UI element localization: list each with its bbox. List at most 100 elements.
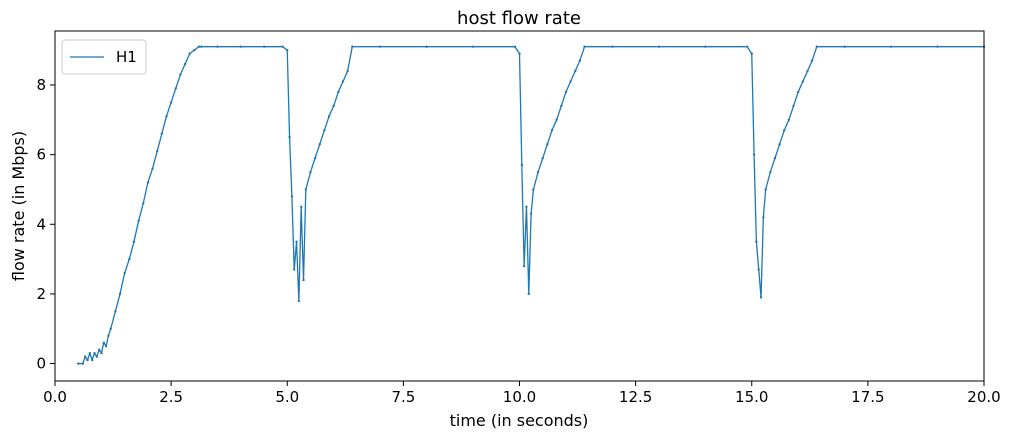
data-point — [97, 348, 101, 351]
data-point — [313, 156, 317, 160]
data-point — [293, 268, 296, 271]
data-point — [425, 45, 428, 48]
data-point — [536, 170, 540, 174]
data-point — [174, 87, 177, 90]
data-point — [179, 73, 182, 76]
data-point — [555, 118, 558, 122]
data-point — [783, 129, 786, 132]
data-point — [77, 362, 80, 365]
y-tick-label: 4 — [36, 215, 46, 233]
data-point — [378, 45, 382, 48]
data-point — [93, 351, 96, 355]
data-point — [889, 45, 893, 48]
data-point — [806, 69, 809, 73]
data-point — [318, 142, 321, 146]
data-point — [104, 344, 108, 348]
data-point — [778, 142, 781, 146]
data-point — [165, 115, 168, 118]
data-point — [155, 149, 159, 153]
y-tick-label: 6 — [36, 146, 46, 164]
data-point — [801, 80, 805, 83]
data-point — [239, 45, 242, 48]
x-tick-label: 10.0 — [503, 388, 536, 406]
data-point — [188, 52, 191, 55]
data-point — [611, 45, 614, 48]
data-point — [583, 45, 586, 48]
data-point — [815, 45, 818, 48]
data-point — [327, 115, 331, 118]
data-point — [142, 202, 145, 205]
plot-area — [54, 30, 986, 382]
data-point — [704, 45, 707, 48]
data-point — [95, 355, 99, 358]
data-point — [529, 212, 533, 216]
chart-title: host flow rate — [457, 8, 581, 29]
y-tick-label: 2 — [36, 285, 46, 303]
data-point — [262, 45, 266, 48]
data-point — [471, 45, 475, 48]
data-point — [151, 167, 154, 170]
data-point — [216, 45, 219, 48]
data-point — [193, 48, 196, 52]
x-tick-label: 2.5 — [159, 388, 183, 406]
data-point — [102, 341, 105, 344]
data-point — [299, 205, 303, 209]
data-point — [118, 292, 122, 296]
data-point — [88, 351, 92, 355]
data-point — [100, 351, 103, 355]
data-point — [564, 90, 568, 94]
data-point — [304, 188, 308, 191]
data-point — [346, 69, 349, 73]
y-axis-label: flow rate (in Mbps) — [9, 131, 28, 281]
x-tick-label: 0.0 — [43, 388, 67, 406]
data-point — [288, 136, 291, 139]
plot-background — [55, 31, 984, 381]
data-point — [114, 310, 117, 313]
x-axis: 0.0 2.5 5.0 7.5 10.0 12.5 15.0 17.5 20.0 — [43, 381, 1001, 406]
x-tick-label: 15.0 — [735, 388, 768, 406]
data-point — [295, 240, 298, 243]
data-point — [757, 268, 760, 271]
data-point — [769, 170, 772, 174]
data-point — [843, 45, 846, 48]
data-point — [90, 358, 94, 362]
x-tick-label: 7.5 — [391, 388, 415, 406]
data-point — [750, 52, 753, 55]
data-point — [578, 59, 582, 62]
data-point — [550, 129, 554, 132]
data-point — [123, 271, 126, 275]
x-axis-label: time (in seconds) — [450, 411, 589, 430]
data-point — [81, 362, 85, 365]
data-point — [574, 69, 577, 73]
data-point — [286, 48, 289, 52]
x-tick-label: 17.5 — [851, 388, 884, 406]
data-point — [541, 156, 544, 160]
data-point — [137, 219, 140, 223]
data-point — [513, 45, 517, 48]
data-point — [86, 358, 89, 362]
data-point — [546, 142, 549, 146]
data-point — [755, 240, 758, 243]
data-point — [522, 264, 526, 268]
x-tick-label: 20.0 — [967, 388, 1000, 406]
data-point — [525, 205, 528, 209]
data-point — [297, 299, 301, 303]
data-point — [323, 129, 326, 132]
data-point — [560, 104, 563, 108]
data-point — [745, 45, 749, 48]
data-point — [160, 132, 164, 135]
x-tick-label: 5.0 — [275, 388, 299, 406]
data-point — [309, 170, 312, 174]
data-point — [200, 45, 203, 48]
x-tick-label: 12.5 — [619, 388, 652, 406]
y-tick-label: 0 — [36, 355, 46, 373]
data-point — [810, 59, 814, 62]
data-point — [764, 188, 767, 191]
data-point — [302, 278, 305, 282]
data-point — [657, 45, 661, 48]
data-points — [77, 45, 986, 365]
data-point — [107, 334, 110, 337]
y-axis: 0 2 4 6 8 — [36, 76, 55, 373]
data-point — [337, 90, 340, 94]
